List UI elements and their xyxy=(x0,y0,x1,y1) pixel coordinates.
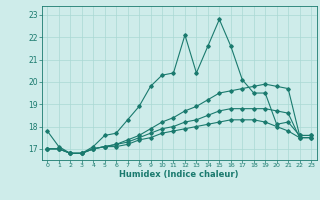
X-axis label: Humidex (Indice chaleur): Humidex (Indice chaleur) xyxy=(119,170,239,179)
